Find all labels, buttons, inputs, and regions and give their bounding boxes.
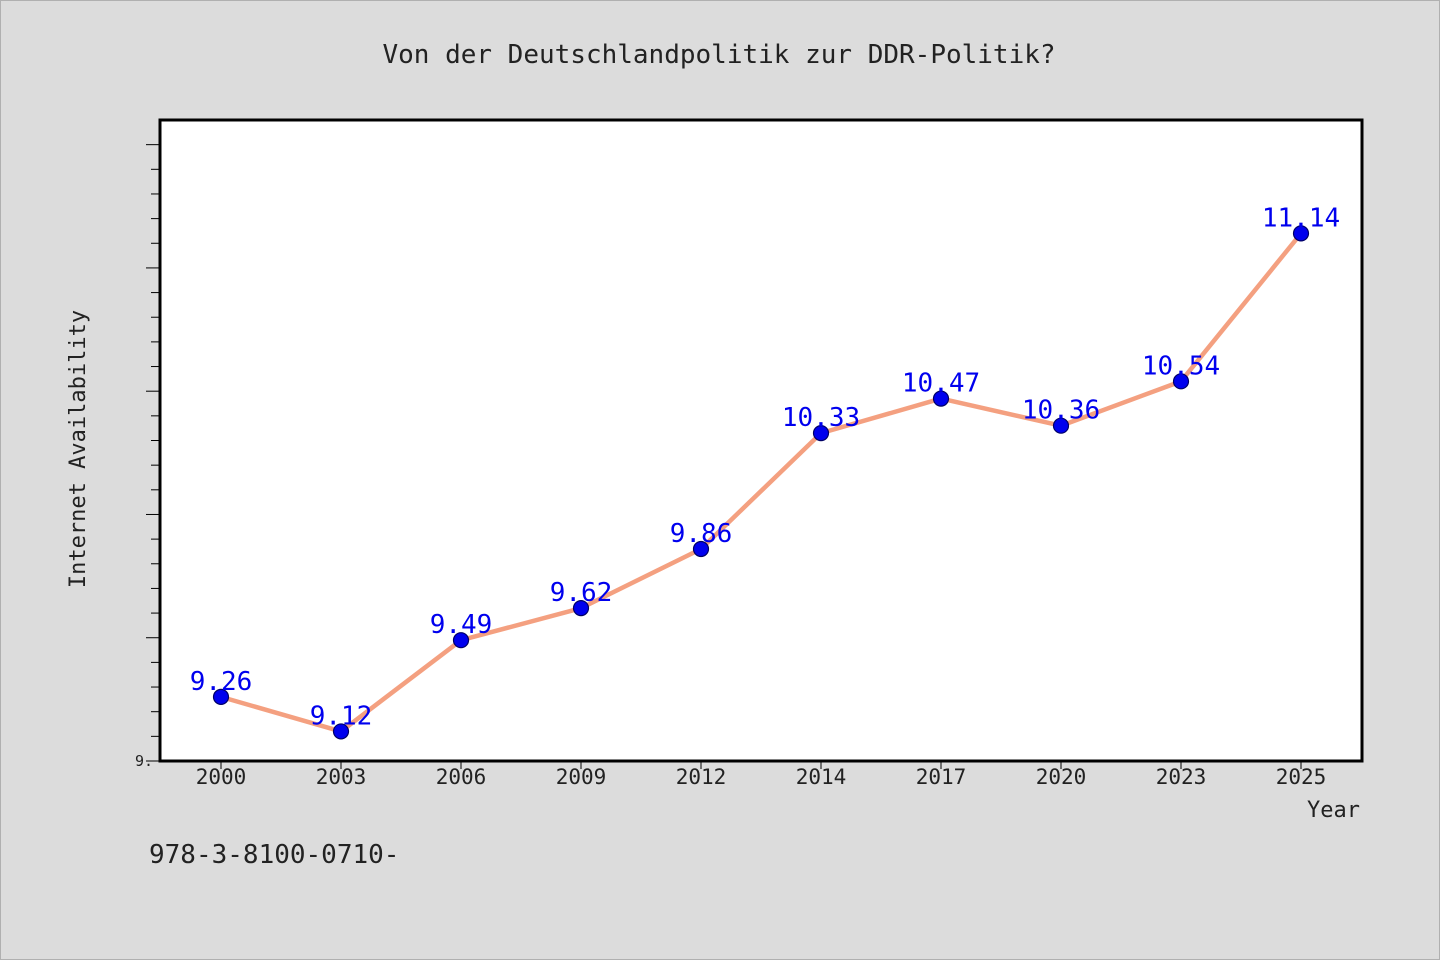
- data-point: [1052, 417, 1070, 434]
- x-tick-label: 2003: [316, 765, 367, 789]
- x-tick-label: 2017: [916, 765, 967, 789]
- data-point: [572, 600, 590, 617]
- x-tick-label: 2012: [676, 765, 727, 789]
- data-point: [1172, 373, 1190, 390]
- x-axis-ticks: [220, 761, 1302, 769]
- x-tick-label: 2009: [556, 765, 607, 789]
- data-point: [212, 688, 230, 706]
- y-axis-ticks: [146, 144, 160, 762]
- data-label: 9.86: [670, 519, 733, 549]
- chart-title: Von der Deutschlandpolitik zur DDR-Polit…: [382, 40, 1055, 70]
- plot-area: [158, 118, 1364, 763]
- data-labels: 9.26 9.12 9.49 9.62 9.86 10.33 10.47 10.36 10.54…: [190, 203, 1340, 731]
- data-markers: [212, 225, 1310, 740]
- data-label: 9.26: [190, 667, 253, 697]
- data-point: [452, 632, 470, 649]
- data-point: [332, 723, 350, 740]
- x-axis-tick-labels: 2000 2003 2006 2009 2012 2014 2017 2020 2023 2025: [196, 765, 1327, 789]
- y-axis-tick-label: 9.: [135, 752, 153, 770]
- data-label: 9.49: [430, 610, 493, 640]
- data-label: 11.14: [1262, 203, 1340, 233]
- data-label: 10.33: [782, 403, 860, 433]
- x-axis-label: Year: [1307, 798, 1360, 823]
- y-axis-label: Internet Availability: [66, 310, 91, 588]
- x-tick-label: 2020: [1036, 765, 1087, 789]
- data-label: 10.36: [1022, 396, 1100, 426]
- x-tick-label: 2000: [196, 765, 247, 789]
- footer-isbn-text: 978-3-8100-0710-: [149, 840, 399, 870]
- data-label: 10.47: [902, 369, 980, 399]
- data-point: [812, 425, 830, 442]
- x-tick-label: 2025: [1276, 765, 1327, 789]
- x-tick-label: 2006: [436, 765, 487, 789]
- data-point: [932, 390, 950, 407]
- x-tick-label: 2014: [796, 765, 847, 789]
- data-point: [692, 540, 710, 558]
- x-tick-label: 2023: [1156, 765, 1207, 789]
- series-line: [218, 231, 1304, 734]
- data-point: [1292, 225, 1310, 242]
- data-label: 10.54: [1142, 351, 1220, 381]
- data-label: 9.62: [550, 578, 613, 608]
- data-label: 9.12: [310, 701, 373, 731]
